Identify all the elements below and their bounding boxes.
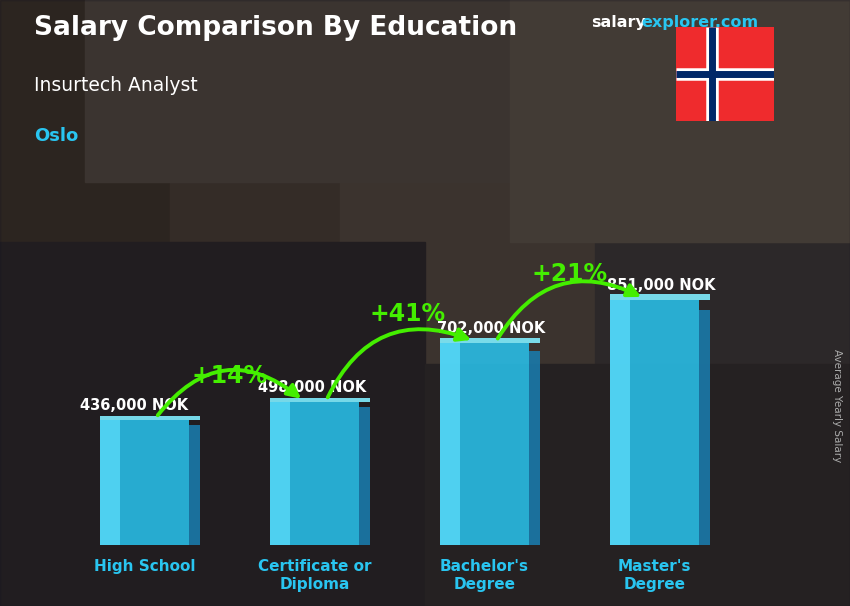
Bar <box>440 343 529 545</box>
Text: explorer.com: explorer.com <box>642 15 759 30</box>
Bar <box>510 0 850 242</box>
Bar <box>189 425 201 545</box>
Text: 498,000 NOK: 498,000 NOK <box>258 381 366 395</box>
Text: salary: salary <box>591 15 646 30</box>
Bar <box>340 0 638 424</box>
Bar <box>440 338 541 343</box>
FancyArrowPatch shape <box>158 370 298 415</box>
Bar <box>0 242 425 606</box>
Bar <box>270 402 290 545</box>
Bar <box>100 419 189 545</box>
Text: Insurtech Analyst: Insurtech Analyst <box>34 76 198 95</box>
Text: 702,000 NOK: 702,000 NOK <box>437 321 545 336</box>
Bar <box>425 364 850 606</box>
Text: +41%: +41% <box>370 302 446 326</box>
Bar <box>610 294 711 300</box>
Bar <box>359 407 371 545</box>
FancyArrowPatch shape <box>498 281 638 339</box>
Bar <box>610 300 630 545</box>
Text: 851,000 NOK: 851,000 NOK <box>607 279 716 293</box>
Bar <box>595 0 850 364</box>
Bar <box>270 402 359 545</box>
Bar <box>270 398 371 402</box>
Bar <box>85 0 595 182</box>
Text: +14%: +14% <box>191 364 268 388</box>
Bar <box>610 300 699 545</box>
Text: Salary Comparison By Education: Salary Comparison By Education <box>34 15 517 41</box>
Bar <box>100 416 201 419</box>
Text: +21%: +21% <box>531 262 608 286</box>
Text: Average Yearly Salary: Average Yearly Salary <box>832 350 842 462</box>
Text: Oslo: Oslo <box>34 127 78 145</box>
Text: 436,000 NOK: 436,000 NOK <box>80 398 188 413</box>
Bar <box>699 310 711 545</box>
Bar <box>100 419 120 545</box>
Bar <box>440 343 460 545</box>
Bar <box>170 0 425 303</box>
Bar <box>0 0 212 242</box>
Bar <box>529 351 541 545</box>
FancyArrowPatch shape <box>328 329 468 398</box>
